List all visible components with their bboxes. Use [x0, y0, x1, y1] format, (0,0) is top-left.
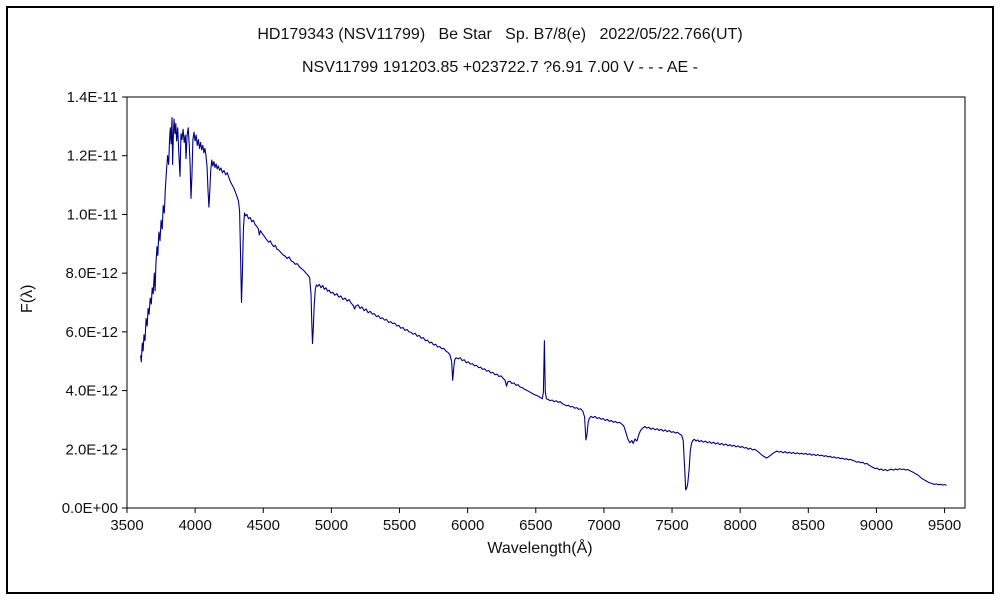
x-tick-label: 6500: [519, 517, 552, 534]
y-tick-label: 8.0E-12: [65, 265, 118, 282]
y-tick-label: 4.0E-12: [65, 383, 118, 400]
x-axis-label: Wavelength(Å): [487, 540, 593, 557]
x-tick-label: 4000: [178, 517, 211, 534]
y-tick-label: 0.0E+00: [62, 500, 118, 517]
chart-subtitle: NSV11799 191203.85 +023722.7 ?6.91 7.00 …: [302, 59, 698, 76]
x-tick-label: 7000: [587, 517, 620, 534]
plot-frame: [126, 96, 966, 509]
y-tick-label: 2.0E-12: [65, 441, 118, 458]
x-tick-label: 8000: [723, 517, 756, 534]
y-tick-label: 1.4E-11: [67, 89, 118, 106]
x-tick-label: 5000: [315, 517, 348, 534]
y-tick-label: 1.2E-11: [67, 148, 118, 165]
x-tick-label: 4500: [247, 517, 280, 534]
x-tick-label: 5500: [383, 517, 416, 534]
chart-title: HD179343 (NSV11799) Be Star Sp. B7/8(e) …: [257, 26, 743, 43]
spectrum-line: [140, 116, 947, 491]
x-tick-label: 9500: [928, 517, 961, 534]
x-tick-label: 9000: [860, 517, 893, 534]
x-tick-label: 6000: [451, 517, 484, 534]
y-tick-label: 6.0E-12: [65, 324, 118, 341]
x-tick-label: 7500: [655, 517, 688, 534]
x-tick-label: 3500: [110, 517, 143, 534]
chart-frame: [6, 6, 994, 594]
y-tick-label: 1.0E-11: [67, 206, 118, 223]
x-tick-label: 8500: [792, 517, 825, 534]
